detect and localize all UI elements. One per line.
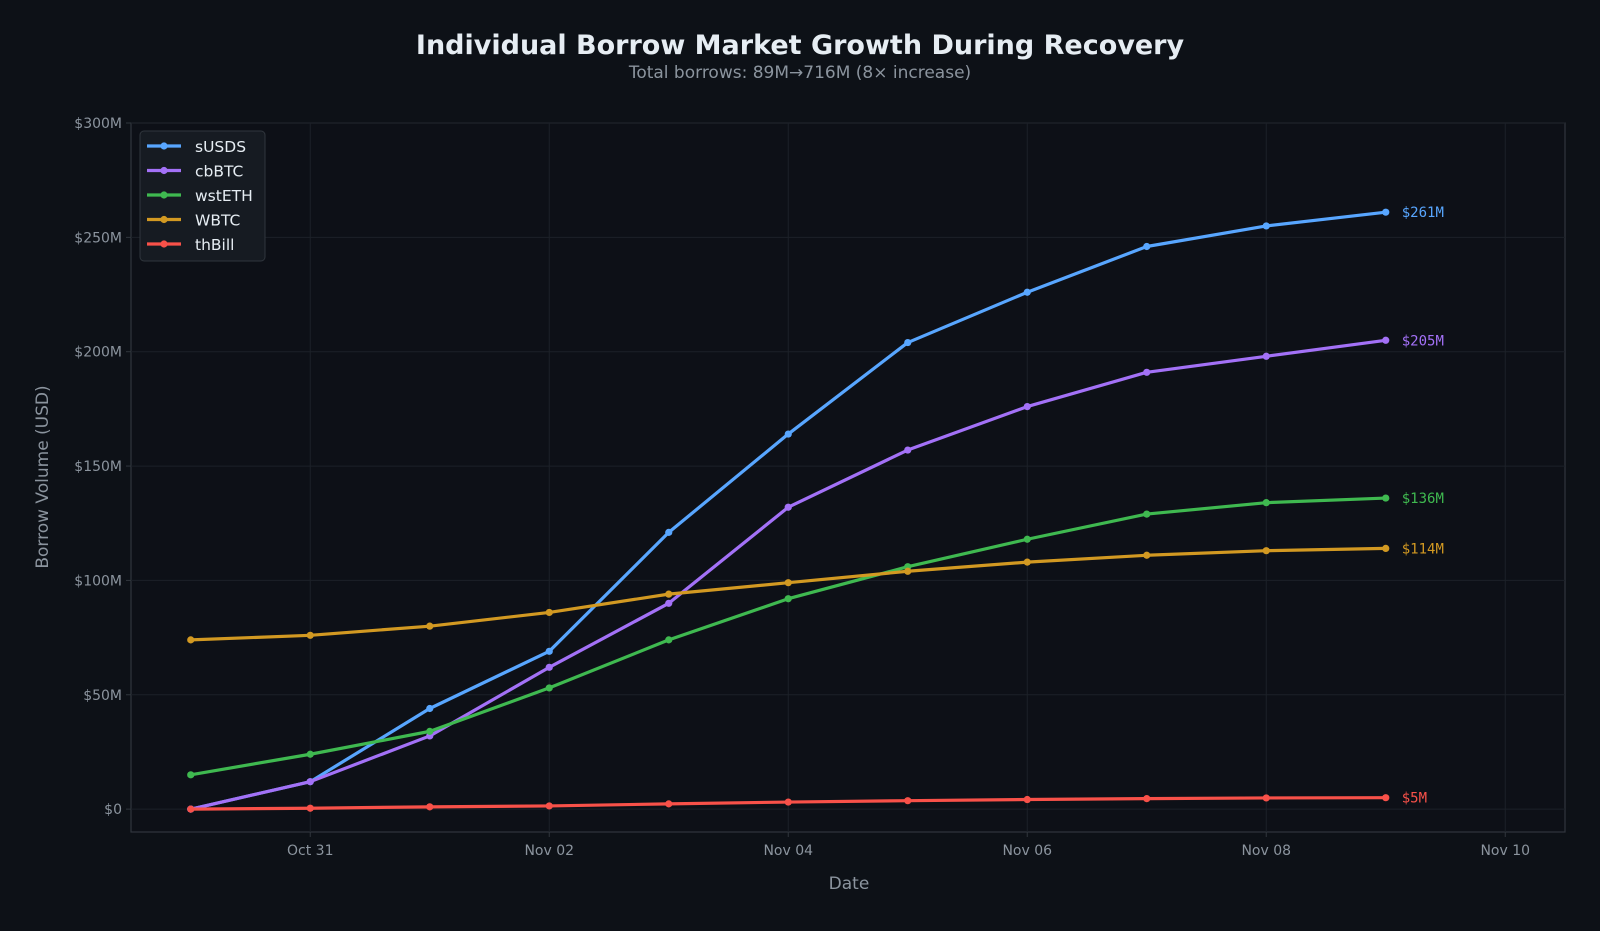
data-point: [784, 579, 792, 587]
end-value-label: $205M: [1402, 333, 1444, 349]
end-value-label: $5M: [1402, 791, 1427, 807]
x-tick-label: Oct 31: [287, 843, 333, 859]
data-point: [1382, 494, 1390, 502]
data-point: [1143, 242, 1151, 251]
y-tick-label: $150M: [74, 459, 122, 475]
data-point: [545, 684, 553, 692]
data-point: [784, 798, 792, 806]
chart-title: Individual Borrow Market Growth During R…: [416, 30, 1185, 61]
legend-marker: [160, 142, 168, 150]
end-value-label: $136M: [1402, 491, 1444, 507]
x-tick-label: Nov 10: [1480, 843, 1530, 859]
series-thBill: $5M: [187, 791, 1427, 813]
data-point: [426, 727, 434, 735]
y-tick-label: $250M: [74, 230, 122, 246]
data-point: [306, 804, 314, 812]
data-point: [1262, 352, 1270, 360]
data-point: [1023, 795, 1031, 804]
data-point: [665, 800, 673, 808]
data-point: [1382, 208, 1390, 216]
legend-label: WBTC: [195, 212, 240, 230]
data-point: [665, 636, 673, 644]
data-point: [426, 622, 434, 630]
legend-label: sUSDS: [195, 138, 246, 156]
series-cbBTC: $205M: [187, 333, 1444, 813]
legend-label: thBill: [195, 236, 234, 254]
data-point: [784, 595, 792, 603]
legend-box: [139, 130, 266, 262]
chart-subtitle: Total borrows: 89M→716M (8× increase): [628, 63, 971, 83]
data-point: [1382, 794, 1390, 802]
data-point: [904, 338, 912, 347]
data-point: [545, 802, 553, 810]
data-point: [1143, 510, 1151, 518]
data-point: [306, 778, 314, 786]
data-point: [665, 528, 673, 536]
data-point: [784, 503, 792, 511]
data-point: [1143, 368, 1151, 376]
data-point: [545, 647, 553, 655]
data-point: [1262, 547, 1270, 555]
data-point: [1143, 551, 1151, 559]
data-point: [665, 590, 673, 598]
y-axis-label: Borrow Volume (USD): [33, 385, 53, 568]
data-point: [904, 567, 912, 575]
data-point: [1262, 499, 1270, 507]
x-tick-label: Nov 02: [524, 843, 574, 859]
legend-marker: [160, 240, 168, 248]
data-point: [665, 599, 673, 607]
data-point: [187, 805, 195, 813]
data-point: [1262, 222, 1270, 230]
data-point: [545, 663, 553, 671]
legend-label: wstETH: [195, 187, 253, 205]
y-tick-label: $50M: [83, 688, 122, 704]
y-tick-label: $200M: [74, 345, 122, 361]
data-point: [1023, 558, 1031, 566]
end-value-label: $114M: [1402, 541, 1444, 557]
x-axis-label: Date: [829, 874, 870, 894]
data-point: [1143, 795, 1151, 803]
data-point: [784, 430, 792, 438]
x-tick-label: Nov 06: [1002, 843, 1052, 859]
series-wstETH: $136M: [187, 491, 1444, 779]
y-tick-label: $100M: [74, 573, 122, 589]
data-point: [545, 608, 553, 617]
x-tick-label: Nov 04: [763, 843, 813, 859]
data-point: [187, 636, 195, 644]
legend-label: cbBTC: [195, 163, 243, 181]
data-point: [1023, 403, 1031, 411]
data-point: [1262, 794, 1270, 802]
data-point: [1023, 288, 1031, 296]
data-point: [426, 803, 434, 811]
data-point: [1382, 544, 1390, 553]
end-value-label: $261M: [1402, 205, 1444, 221]
data-point: [306, 631, 314, 639]
legend: sUSDS cbBTC wstETH WBTC thBill: [139, 130, 266, 262]
x-tick-label: Nov 08: [1241, 843, 1291, 859]
y-tick-label: $300M: [74, 116, 122, 132]
y-tick-label: $0: [104, 802, 122, 818]
data-point: [306, 750, 314, 758]
series-sUSDS: $261M: [187, 205, 1444, 813]
data-point: [187, 771, 195, 779]
data-point: [426, 704, 434, 713]
data-point: [904, 446, 912, 454]
series-WBTC: $114M: [187, 541, 1444, 644]
legend-marker: [160, 166, 168, 175]
legend-marker: [160, 215, 168, 224]
data-point: [1382, 336, 1390, 344]
data-point: [904, 797, 912, 805]
data-point: [1023, 535, 1031, 543]
legend-marker: [160, 191, 168, 199]
